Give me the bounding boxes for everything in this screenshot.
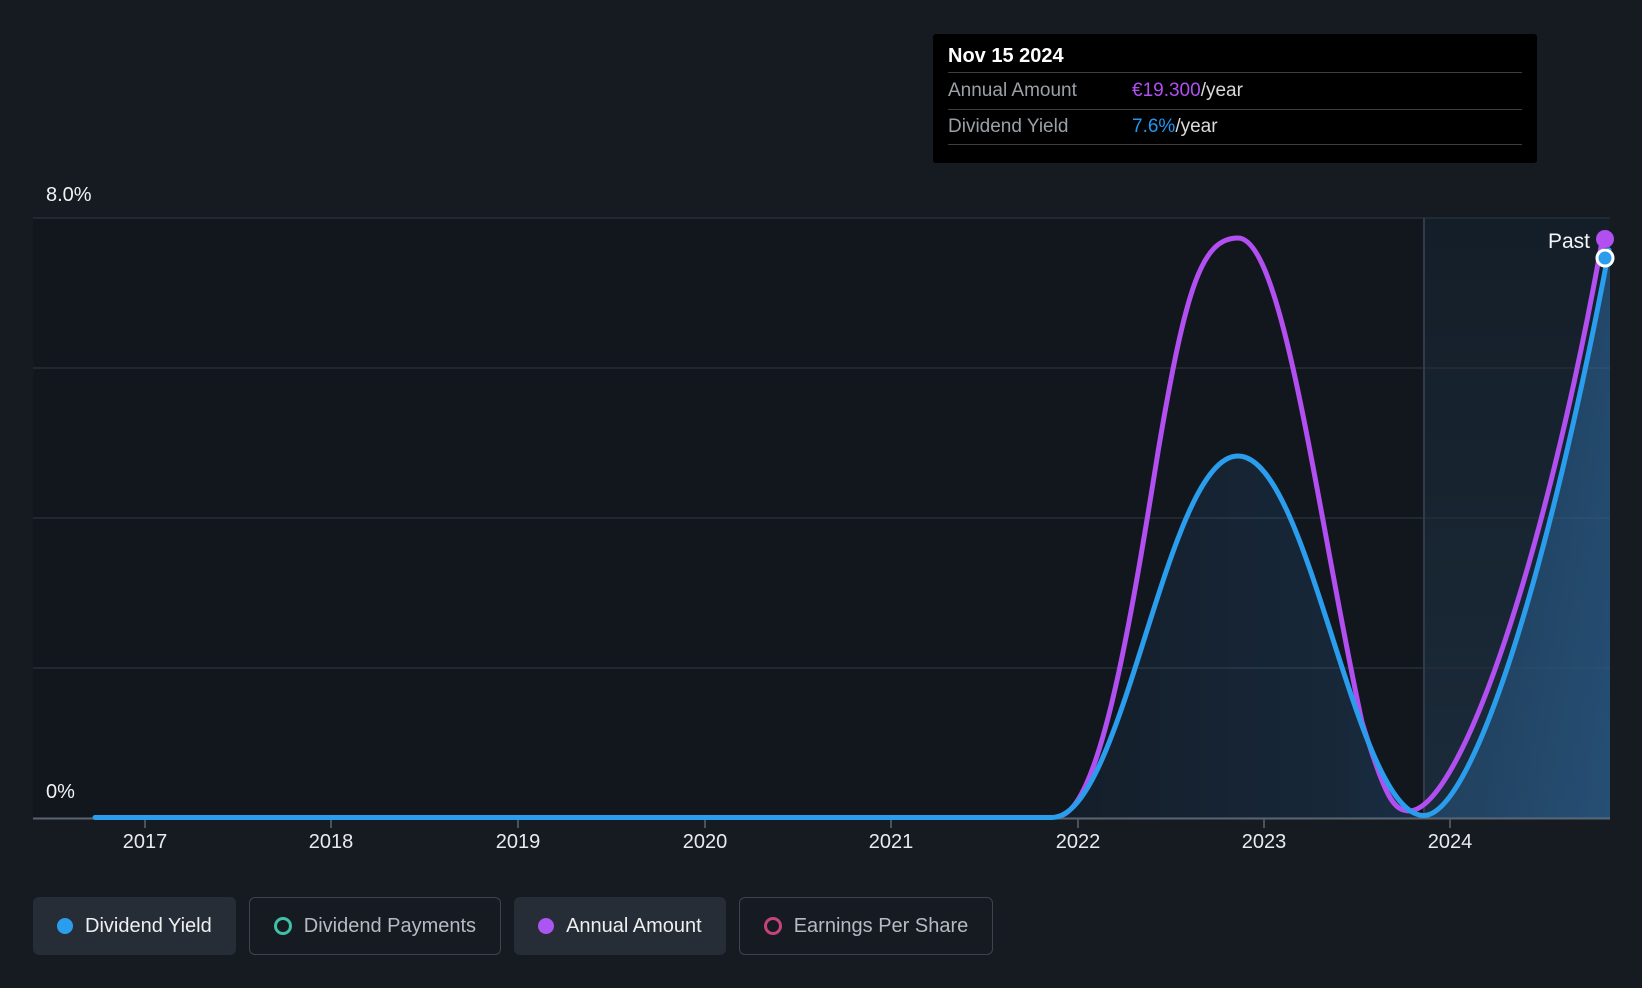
tooltip-row-dividend-yield: Dividend Yield 7.6% /year (948, 109, 1522, 145)
tooltip-unit: /year (1175, 116, 1218, 137)
earnings-per-share-circle-icon (763, 917, 782, 935)
legend-label: Earnings Per Share (793, 914, 969, 937)
gridlines (33, 217, 1610, 669)
dividend-yield-line (92, 247, 1612, 820)
legend-item-dividend-payments[interactable]: Dividend Payments (248, 897, 502, 955)
legend-item-earnings-per-share[interactable]: Earnings Per Share (738, 897, 994, 955)
dividend-payments-circle-icon (273, 917, 292, 935)
past-region-label: Past (1548, 230, 1591, 253)
x-tick-2020: 2020 (682, 831, 728, 853)
x-tick-2017: 2017 (122, 831, 168, 853)
x-tick-2024: 2024 (1427, 831, 1473, 853)
legend-label: Dividend Yield (85, 914, 212, 937)
chart-legend: Dividend Yield Dividend Payments Annual … (33, 897, 994, 955)
legend-item-dividend-yield[interactable]: Dividend Yield (33, 897, 236, 955)
x-tick-2018: 2018 (308, 831, 354, 853)
tooltip-value: 7.6% (1132, 116, 1176, 137)
legend-label: Dividend Payments (303, 914, 477, 937)
dividend-yield-dot-icon (57, 918, 73, 934)
y-axis-label-top: 8.0% (46, 184, 92, 206)
x-tick-2022: 2022 (1055, 831, 1101, 853)
annual-amount-line (1055, 233, 1606, 819)
legend-label: Annual Amount (566, 914, 702, 937)
x-tick-2023: 2023 (1241, 831, 1287, 853)
chart-tooltip: Nov 15 2024 Annual Amount €19.300 /year … (933, 34, 1537, 163)
tooltip-value: €19.300 (1132, 80, 1201, 101)
x-tick-2021: 2021 (868, 831, 914, 853)
annual-amount-dot-icon (538, 918, 555, 934)
tooltip-label: Dividend Yield (948, 116, 1069, 137)
tooltip-label: Annual Amount (948, 80, 1077, 101)
x-tick-2019: 2019 (495, 831, 541, 853)
x-axis-ticks (144, 819, 1451, 828)
tooltip-unit: /year (1200, 80, 1243, 101)
tooltip-date: Nov 15 2024 (948, 45, 1064, 67)
legend-item-annual-amount[interactable]: Annual Amount (514, 897, 726, 955)
tooltip-row-annual-amount: Annual Amount €19.300 /year (948, 72, 1522, 109)
annual-amount-endpoint-marker[interactable] (1596, 230, 1614, 248)
y-axis-label-bottom: 0% (46, 781, 75, 803)
dividend-yield-endpoint-marker[interactable] (1595, 248, 1615, 268)
dividend-yield-area (95, 245, 1610, 818)
